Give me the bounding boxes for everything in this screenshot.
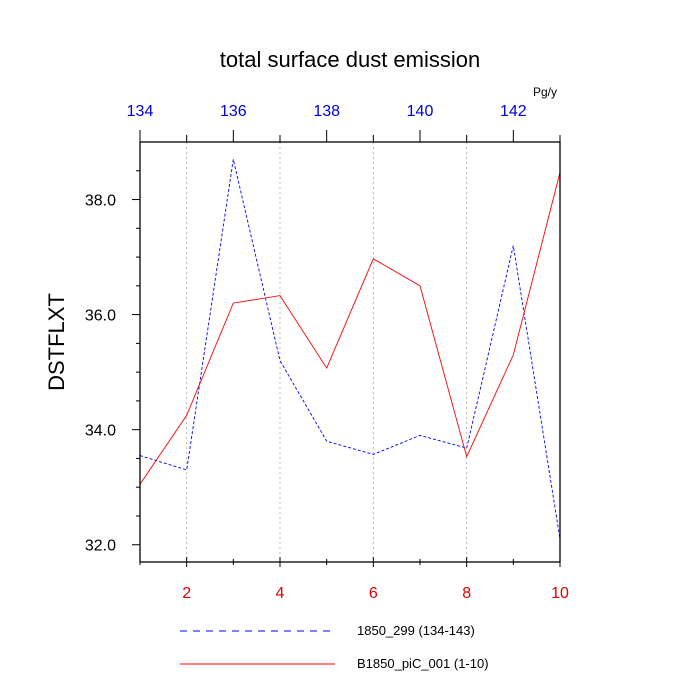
tick-label-bottom: 6 <box>369 585 378 602</box>
chart-title: total surface dust emission <box>220 47 480 72</box>
tick-label-bottom: 8 <box>462 585 471 602</box>
tick-label-left: 38.0 <box>85 193 116 210</box>
tick-label-top: 138 <box>313 103 340 120</box>
tick-label-top: 134 <box>127 103 154 120</box>
tick-label-left: 34.0 <box>85 423 116 440</box>
series-line-1 <box>139 159 561 540</box>
tick-label-top: 140 <box>407 103 434 120</box>
tick-label-bottom: 4 <box>276 585 285 602</box>
grid-lines <box>186 142 468 562</box>
legend: 1850_299 (134-143) B1850_piC_001 (1-10) <box>180 623 489 671</box>
legend-label-series-2: B1850_piC_001 (1-10) <box>357 656 489 671</box>
series-line-2 <box>139 172 561 485</box>
tick-label-bottom: 2 <box>182 585 191 602</box>
tick-label-bottom: 10 <box>551 585 569 602</box>
tick-label-top: 136 <box>220 103 247 120</box>
legend-label-series-1: 1850_299 (134-143) <box>357 623 475 638</box>
units-label: Pg/y <box>533 85 557 99</box>
plot-frame <box>139 141 561 563</box>
axis-tick-labels: 2 4 6 8 10 134 136 138 140 142 32.0 34.0 36.0 38.0 <box>85 103 569 602</box>
series-lines <box>139 159 561 540</box>
tick-label-left: 36.0 <box>85 308 116 325</box>
axis-ticks <box>132 130 561 567</box>
y-axis-label: DSTFLXT <box>44 293 69 391</box>
tick-label-left: 32.0 <box>85 538 116 555</box>
tick-label-top: 142 <box>500 103 527 120</box>
